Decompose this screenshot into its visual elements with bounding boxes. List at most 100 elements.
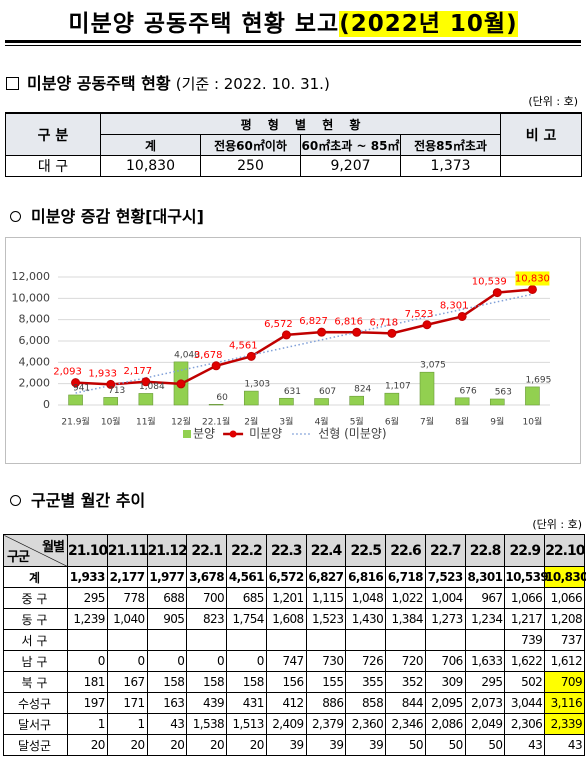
bar [454,397,470,406]
line-label: 6,718 [370,317,399,328]
row-name: 동 구 [3,608,68,630]
column-header: 22.1 [186,534,228,567]
column-header: 22.7 [424,534,466,567]
column-header: 22.5 [345,534,387,567]
bar-label: 676 [460,386,477,396]
cell: 0 [106,650,148,672]
row: 달성군 20 20 20 20 20 39 39 39 50 50 50 43 43 [3,734,585,756]
cell: 295 [464,671,506,693]
column-header: 22.8 [464,534,506,567]
corner-bottom: 구군 [7,550,30,565]
chart-frame [5,237,581,464]
line-label: 1,933 [88,368,117,379]
cell: 886 [305,692,347,714]
x-tick-label: 10월 [101,416,121,428]
header-cell: 비 고 [500,112,583,156]
line-marker [281,330,291,340]
basis: (기준 : 2022. 10. 31.) [175,75,330,93]
cell: 1,933 [67,566,108,588]
row: 서 구 739 737 [3,629,585,651]
cell: 20 [67,734,108,756]
cell: 43 [146,713,188,735]
cell: 6,572 [265,566,307,588]
chart: 0 2,000 4,000 6,000 8,000 10,000 12,000 21.9월 10… [5,237,581,464]
monthly-table: 월별 구군 21.10 21.11 21.12 22.1 22.2 22.3 22.4 22.5 2… [3,534,586,756]
cell: 158 [226,671,267,693]
cell [67,629,108,651]
section-heading: 미분양 공동주택 현황 (기준 : 2022. 10. 31.) [6,70,330,94]
cell: 158 [146,671,188,693]
cell: 43 [544,734,585,756]
line-label: 10,539 [472,277,507,288]
cell: 685 [226,587,267,609]
cell: 250 [200,155,301,177]
cell: 1,608 [265,608,307,630]
cell: 1,004 [424,587,466,609]
bar-label: 607 [319,387,336,397]
row: 동 구 1,239 1,040 905 823 1,754 1,608 1,523 1,430 1… [3,608,585,630]
row-name: 북 구 [3,671,68,693]
row-name: 달성군 [3,734,68,756]
y-tick-label: 10,000 [12,291,51,304]
cell: 4,561 [226,566,267,588]
row: 중 구 295 778 688 700 685 1,201 1,115 1,048 1,022 1,… [3,587,585,609]
cell: 739 [504,629,546,651]
section-heading: 미분양 증감 현황[대구시] [10,203,204,227]
cell: 20 [106,734,148,756]
cell [500,155,583,177]
cell: 720 [385,650,426,672]
cell: 43 [504,734,546,756]
bar [525,386,540,406]
line-marker [246,351,256,361]
bar [68,394,83,406]
line-marker [422,320,432,330]
cell: 197 [67,692,108,714]
column-header: 22.2 [226,534,267,567]
cell: 700 [186,587,228,609]
cell: 709 [544,671,585,693]
cell: 295 [67,587,108,609]
line-marker [317,327,327,337]
bar [103,397,119,406]
column-header: 22.10 [544,534,585,567]
corner-top: 월별 [42,540,65,555]
x-tick-label: 7월 [420,416,434,428]
heading-text: 구군별 월간 추이 [31,491,146,510]
column-header: 22.9 [504,534,546,567]
cell: 156 [265,671,307,693]
cell: 706 [424,650,466,672]
cell: 2,095 [424,692,466,714]
cell: 967 [464,587,506,609]
x-tick-label: 9월 [490,416,504,428]
line-marker [492,288,502,298]
cell: 2,346 [385,713,426,735]
cell: 352 [385,671,426,693]
x-tick-label: 3월 [279,416,293,428]
cell: 905 [146,608,188,630]
cell [385,629,426,651]
cell: 39 [345,734,387,756]
cell: 844 [385,692,426,714]
line-label: 8,301 [440,300,469,311]
subheader-cell: 전용85㎡초과 [399,134,502,156]
bar-label: 1,695 [526,375,552,385]
y-tick-label: 2,000 [19,377,51,390]
bar-label: 3,075 [420,361,446,371]
cell: 39 [305,734,347,756]
column-header: 21.12 [146,534,188,567]
cell: 1,201 [265,587,307,609]
line-label: 4,561 [229,340,258,351]
cell: 대 구 [5,155,101,177]
y-tick-label: 4,000 [19,355,51,368]
cell: 2,073 [464,692,506,714]
line [75,288,533,386]
cell: 10,830 [544,566,586,588]
cell: 1,040 [106,608,148,630]
cell: 3,116 [544,692,585,714]
cell [424,629,466,651]
bar [419,371,435,406]
title-rule [5,40,581,46]
cell: 1,373 [399,155,502,177]
line-marker [352,327,362,337]
